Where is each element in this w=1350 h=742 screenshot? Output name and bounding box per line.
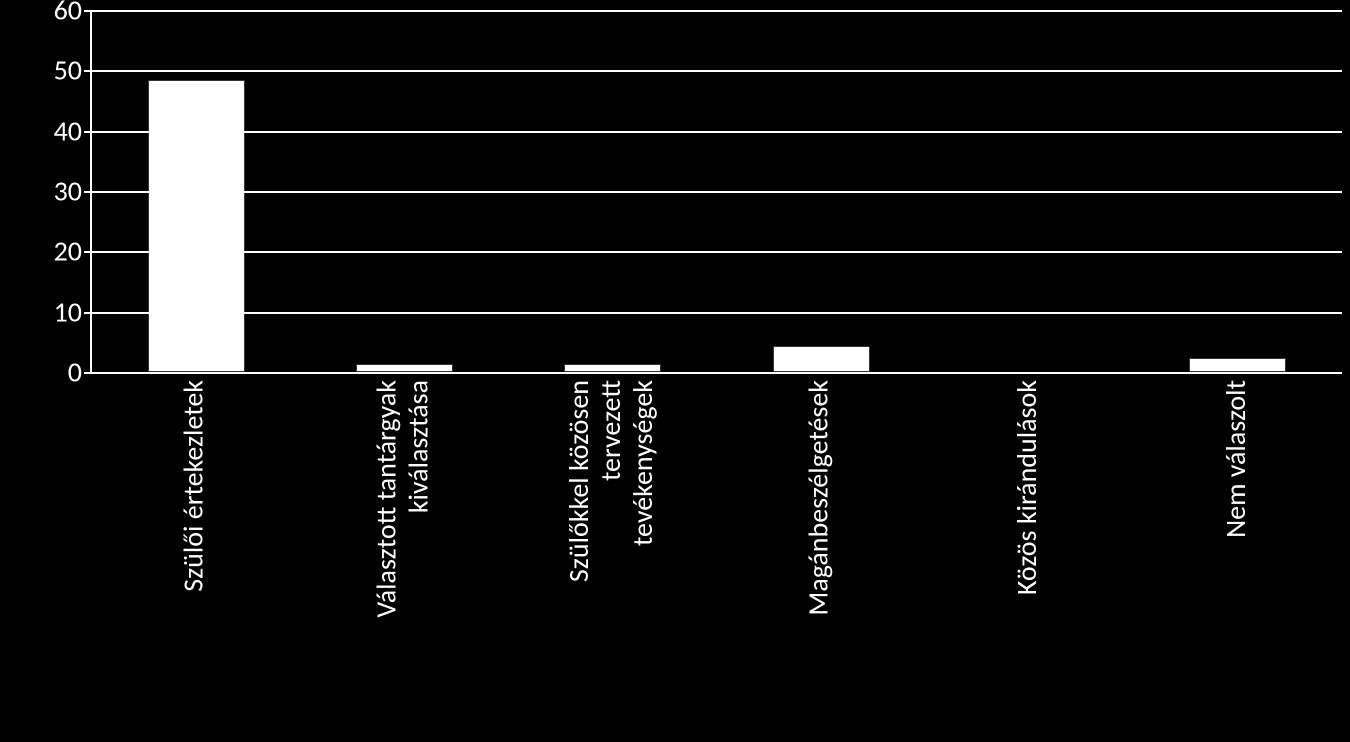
- gridline: [92, 131, 1342, 133]
- x-label-slot: Szülői értekezletek: [90, 380, 298, 740]
- y-tick-label: 0: [12, 355, 82, 390]
- gridline: [92, 10, 1342, 12]
- gridline: [92, 70, 1342, 72]
- x-axis-labels: Szülői értekezletek Választott tantárgyak…: [90, 380, 1340, 740]
- bar: [1189, 358, 1286, 372]
- gridline: [92, 191, 1342, 193]
- y-tick: [84, 372, 92, 374]
- y-tick: [84, 10, 92, 12]
- plot-area: [90, 10, 1342, 374]
- gridline: [92, 251, 1342, 253]
- x-tick-label: Magánbeszélgetések: [803, 380, 835, 616]
- x-tick-label: Szülőkkel közösentervezetttevékenységek: [563, 380, 660, 582]
- y-tick-label: 30: [12, 174, 82, 209]
- y-tick-label: 20: [12, 234, 82, 269]
- x-label-slot: Szülőkkel közösentervezetttevékenységek: [507, 380, 715, 740]
- gridline: [92, 312, 1342, 314]
- x-label-slot: Választott tantárgyakkiválasztása: [298, 380, 506, 740]
- y-tick-label: 50: [12, 53, 82, 88]
- y-tick: [84, 191, 92, 193]
- bar: [564, 364, 661, 372]
- bar: [148, 80, 245, 372]
- y-tick-label: 10: [12, 294, 82, 329]
- x-tick-label: Szülői értekezletek: [178, 380, 210, 592]
- y-tick-label: 40: [12, 113, 82, 148]
- bar-chart: Szülői értekezletek Választott tantárgyak…: [0, 0, 1350, 742]
- bar: [773, 346, 870, 372]
- x-tick-label: Nem válaszolt: [1220, 380, 1252, 538]
- x-tick-label: Választott tantárgyakkiválasztása: [370, 380, 434, 618]
- y-tick-label: 60: [12, 0, 82, 28]
- bar: [356, 364, 453, 372]
- y-tick: [84, 131, 92, 133]
- x-label-slot: Magánbeszélgetések: [715, 380, 923, 740]
- y-tick: [84, 312, 92, 314]
- x-label-slot: Közös kirándulások: [923, 380, 1131, 740]
- y-tick: [84, 251, 92, 253]
- y-tick: [84, 70, 92, 72]
- x-tick-label: Közös kirándulások: [1011, 380, 1043, 595]
- x-label-slot: Nem válaszolt: [1132, 380, 1340, 740]
